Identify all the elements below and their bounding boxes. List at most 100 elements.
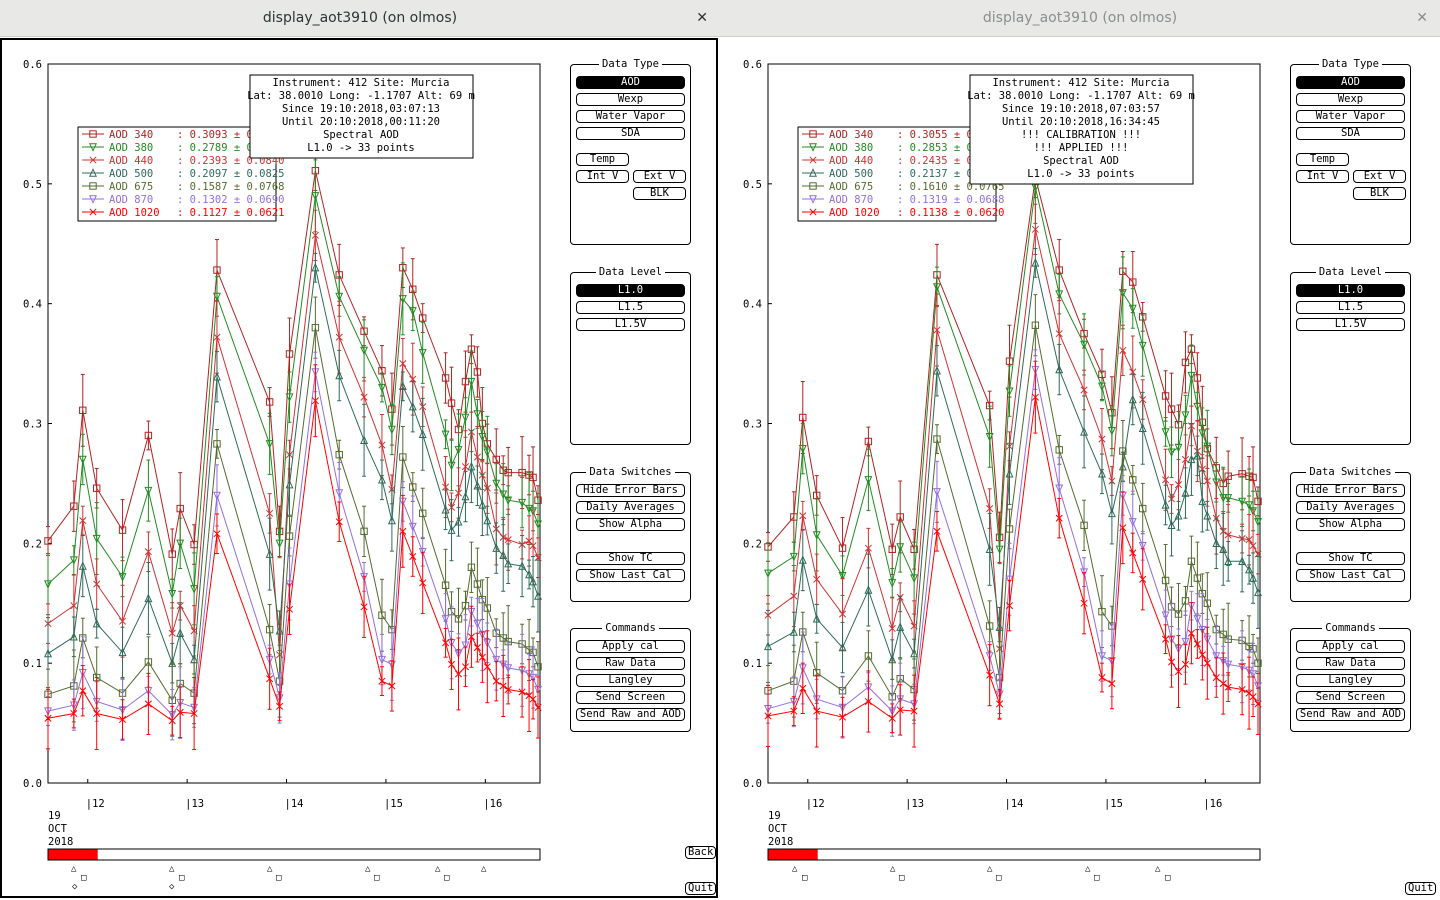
- send-screen-button[interactable]: Send Screen: [1296, 691, 1405, 704]
- blk-button[interactable]: BLK: [1353, 187, 1406, 200]
- x-tick-label: |14: [1005, 798, 1024, 810]
- data-point: [529, 542, 537, 550]
- data-point: [529, 695, 537, 703]
- data-point: [1005, 525, 1014, 533]
- data-point: [1245, 536, 1253, 544]
- data-point: [1181, 660, 1190, 668]
- timeline-marker: □: [899, 873, 905, 883]
- daily-averages-button[interactable]: Daily Averages: [1296, 501, 1405, 514]
- level-l15v-button[interactable]: L1.5V: [1296, 318, 1405, 331]
- data-point: [1098, 435, 1106, 443]
- series-aod-675: [44, 296, 542, 737]
- series-group: [44, 150, 542, 750]
- temp-button[interactable]: Temp: [1296, 153, 1349, 166]
- series-line: [767, 229, 1259, 649]
- show-tc-button[interactable]: Show TC: [1296, 552, 1405, 565]
- data-point: [378, 677, 386, 685]
- water-vapor-button[interactable]: Water Vapor: [1296, 110, 1405, 123]
- data-point: [1055, 290, 1064, 299]
- window-title: display_aot3910 (on olmos): [982, 10, 1178, 26]
- data-point: [1005, 387, 1014, 397]
- info-frame: [969, 74, 1194, 185]
- date-label: 2018: [48, 836, 73, 848]
- hide-error-bars-button[interactable]: Hide Error Bars: [576, 484, 685, 497]
- aod-button[interactable]: AOD: [1296, 76, 1405, 89]
- quit-button[interactable]: Quit: [685, 882, 717, 895]
- raw-data-button[interactable]: Raw Data: [1296, 657, 1405, 670]
- blk-button[interactable]: BLK: [633, 187, 686, 200]
- temp-button[interactable]: Temp: [576, 153, 629, 166]
- series-aod-1020: [764, 360, 1262, 748]
- date-label: 19: [768, 810, 781, 822]
- legend-stat: : 0.2137 ± 0.08: [897, 168, 992, 180]
- show-last-cal-button[interactable]: Show Last Cal: [1296, 569, 1405, 582]
- apply-cal-button[interactable]: Apply cal: [576, 640, 685, 653]
- raw-data-button[interactable]: Raw Data: [576, 657, 685, 670]
- level-l15v-button[interactable]: L1.5V: [576, 318, 685, 331]
- int-v-button[interactable]: Int V: [576, 170, 629, 183]
- data-point: [1138, 341, 1147, 351]
- int-v-button[interactable]: Int V: [1296, 170, 1349, 183]
- show-last-cal-button[interactable]: Show Last Cal: [576, 569, 685, 582]
- close-icon[interactable]: ✕: [696, 10, 708, 26]
- ext-v-button[interactable]: Ext V: [1353, 170, 1406, 183]
- legend-name: AOD 1020: [829, 207, 880, 219]
- back-button[interactable]: Back: [685, 846, 717, 859]
- data-point: [1108, 679, 1116, 688]
- series-line: [47, 267, 539, 665]
- data-point: [441, 374, 450, 382]
- data-point: [1138, 423, 1147, 432]
- data-point: [812, 531, 821, 540]
- show-alpha-button[interactable]: Show Alpha: [576, 518, 685, 531]
- data-point: [1249, 542, 1257, 550]
- timeline-marker: □: [802, 873, 808, 883]
- send-screen-button[interactable]: Send Screen: [576, 691, 685, 704]
- x-tick-label: |12: [86, 798, 105, 810]
- daily-averages-button[interactable]: Daily Averages: [576, 501, 685, 514]
- data-point: [447, 525, 456, 534]
- data-point: [932, 283, 941, 292]
- data-point: [1128, 518, 1137, 527]
- apply-cal-button[interactable]: Apply cal: [1296, 640, 1405, 653]
- data-point: [176, 504, 184, 513]
- data-point: [1055, 446, 1063, 454]
- data-point: [461, 463, 470, 471]
- timeline-marker: △: [890, 864, 896, 874]
- wexp-button[interactable]: Wexp: [576, 93, 685, 106]
- data-point: [1238, 556, 1247, 566]
- show-alpha-button[interactable]: Show Alpha: [1296, 518, 1405, 531]
- level-l15-button[interactable]: L1.5: [576, 301, 685, 314]
- data-point: [461, 601, 470, 610]
- ext-v-button[interactable]: Ext V: [633, 170, 686, 183]
- level-l10-button[interactable]: L1.0: [576, 284, 685, 297]
- data-point: [1167, 405, 1176, 413]
- water-vapor-button[interactable]: Water Vapor: [576, 110, 685, 123]
- langley-button[interactable]: Langley: [1296, 674, 1405, 687]
- aod-button[interactable]: AOD: [576, 76, 685, 89]
- window-titlebar[interactable]: display_aot3910 (on olmos) ✕: [0, 0, 720, 37]
- sda-button[interactable]: SDA: [576, 127, 685, 140]
- send-raw-and-aod-button[interactable]: Send Raw and AOD: [1296, 708, 1405, 721]
- sda-button[interactable]: SDA: [1296, 127, 1405, 140]
- data-point: [168, 589, 177, 599]
- data-point: [118, 617, 127, 625]
- data-point: [467, 633, 475, 641]
- close-icon[interactable]: ✕: [1416, 10, 1428, 26]
- send-raw-and-aod-button[interactable]: Send Raw and AOD: [576, 708, 685, 721]
- level-l10-button[interactable]: L1.0: [1296, 284, 1405, 297]
- data-point: [483, 604, 492, 612]
- window-titlebar[interactable]: display_aot3910 (on olmos) ✕: [720, 0, 1440, 37]
- hide-error-bars-button[interactable]: Hide Error Bars: [1296, 484, 1405, 497]
- data-point: [1187, 629, 1195, 637]
- wexp-button[interactable]: Wexp: [1296, 93, 1405, 106]
- data-point: [1181, 597, 1190, 605]
- data-point: [1212, 673, 1220, 682]
- level-l15-button[interactable]: L1.5: [1296, 301, 1405, 314]
- data-point: [499, 682, 507, 690]
- langley-button[interactable]: Langley: [576, 674, 685, 687]
- show-tc-button[interactable]: Show TC: [576, 552, 685, 565]
- data-point: [888, 714, 896, 722]
- quit-button[interactable]: Quit: [1405, 882, 1437, 895]
- data-point: [311, 397, 319, 405]
- legend-name: AOD 380: [829, 142, 873, 154]
